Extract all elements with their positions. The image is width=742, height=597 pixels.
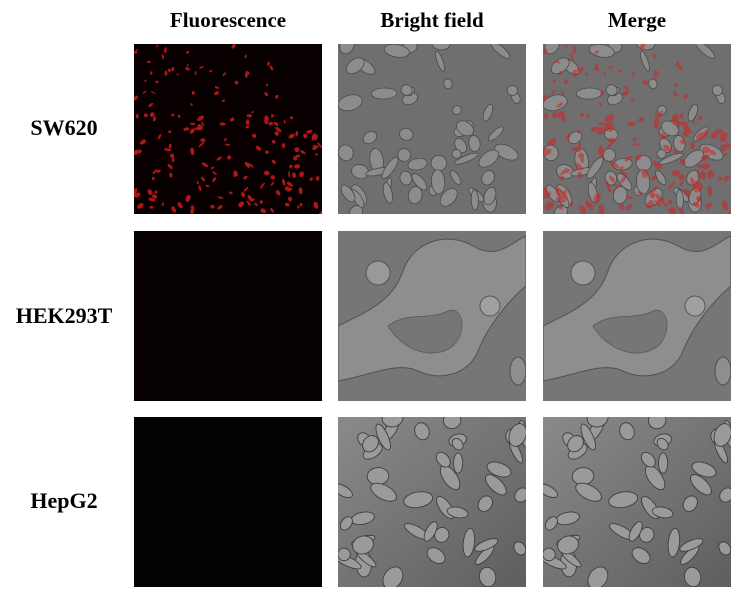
column-header-merge: Merge: [607, 8, 667, 32]
column-header-fluorescence: Fluorescence: [169, 8, 287, 32]
hek293t-merge-image: [543, 231, 731, 401]
sw620-fluorescence-image: [134, 44, 322, 214]
hepg2-merge-image: [543, 417, 731, 587]
column-header-bright-field: Bright field: [380, 8, 484, 32]
hek293t-fluorescence-image: [134, 231, 322, 401]
row-label-hek293t: HEK293T: [15, 303, 113, 328]
row-label-hepg2: HepG2: [30, 488, 98, 513]
sw620-bright-field-image: [338, 44, 526, 214]
hek293t-bright-field-image: [338, 231, 526, 401]
sw620-merge-image: [543, 44, 731, 214]
hepg2-bright-field-image: [338, 417, 526, 587]
row-label-sw620: SW620: [30, 115, 98, 140]
hepg2-fluorescence-image: [134, 417, 322, 587]
